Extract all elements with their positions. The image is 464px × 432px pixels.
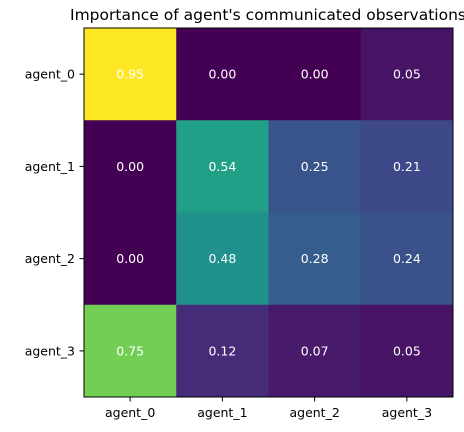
cell-value-label-2-0: 0.00 [116, 251, 144, 266]
cell-value-label-3-2: 0.07 [301, 343, 329, 358]
x-tick-label: agent_1 [197, 405, 247, 420]
x-axis-ticks: agent_0 agent_1 agent_2 agent_3 [105, 397, 432, 420]
heatmap-cell-3-0 [84, 304, 177, 398]
heatmap-cell-2-3 [360, 212, 454, 306]
heatmap-cell-3-1 [176, 304, 269, 398]
heatmap-cell-1-1 [176, 120, 269, 213]
cell-value-label-2-2: 0.28 [301, 251, 329, 266]
y-tick-label: agent_2 [25, 251, 75, 266]
axes-frame [83, 27, 454, 398]
cell-value-label-3-3: 0.05 [393, 343, 421, 358]
heatmap-cell-2-1 [176, 212, 269, 306]
heatmap-cell-1-3 [360, 120, 454, 213]
heatmap-cell-2-0 [84, 212, 177, 306]
heatmap-cell-0-3 [360, 28, 454, 121]
cell-value-label-0-2: 0.00 [301, 67, 329, 82]
y-tick-label: agent_1 [25, 159, 75, 174]
cell-value-label-0-0: 0.95 [116, 67, 144, 82]
heatmap-cells [84, 28, 454, 398]
heatmap-cell-2-2 [268, 212, 362, 306]
cell-value-label-1-1: 0.54 [208, 159, 236, 174]
cell-value-label-2-3: 0.24 [393, 251, 421, 266]
cell-value-labels: 0.95 0.00 0.00 0.05 0.00 0.54 0.25 0.21 0.00 0.48… [116, 67, 421, 359]
heatmap-cell-1-2 [268, 120, 362, 213]
x-tick-label: agent_3 [382, 405, 432, 420]
cell-value-label-2-1: 0.48 [208, 251, 236, 266]
cell-value-label-1-0: 0.00 [116, 159, 144, 174]
cell-value-label-3-0: 0.75 [116, 343, 144, 358]
x-tick-label: agent_2 [289, 405, 339, 420]
heatmap-cell-0-1 [176, 28, 269, 121]
heatmap-cell-0-2 [268, 28, 362, 121]
cell-value-label-0-1: 0.00 [208, 67, 236, 82]
cell-value-label-3-1: 0.12 [208, 343, 236, 358]
x-tick-label: agent_0 [105, 405, 155, 420]
cell-value-label-1-3: 0.21 [393, 159, 421, 174]
chart-title: Importance of agent's communicated obser… [70, 6, 464, 24]
heatmap-cell-0-0 [84, 28, 177, 121]
cell-value-label-1-2: 0.25 [301, 159, 329, 174]
heatmap-cell-3-2 [268, 304, 362, 398]
cell-value-label-0-3: 0.05 [393, 67, 421, 82]
y-tick-label: agent_3 [25, 343, 75, 358]
y-axis-ticks: agent_0 agent_1 agent_2 agent_3 [25, 67, 84, 358]
heatmap-cell-3-3 [360, 304, 454, 398]
heatmap-cell-1-0 [84, 120, 177, 213]
y-tick-label: agent_0 [25, 67, 75, 82]
